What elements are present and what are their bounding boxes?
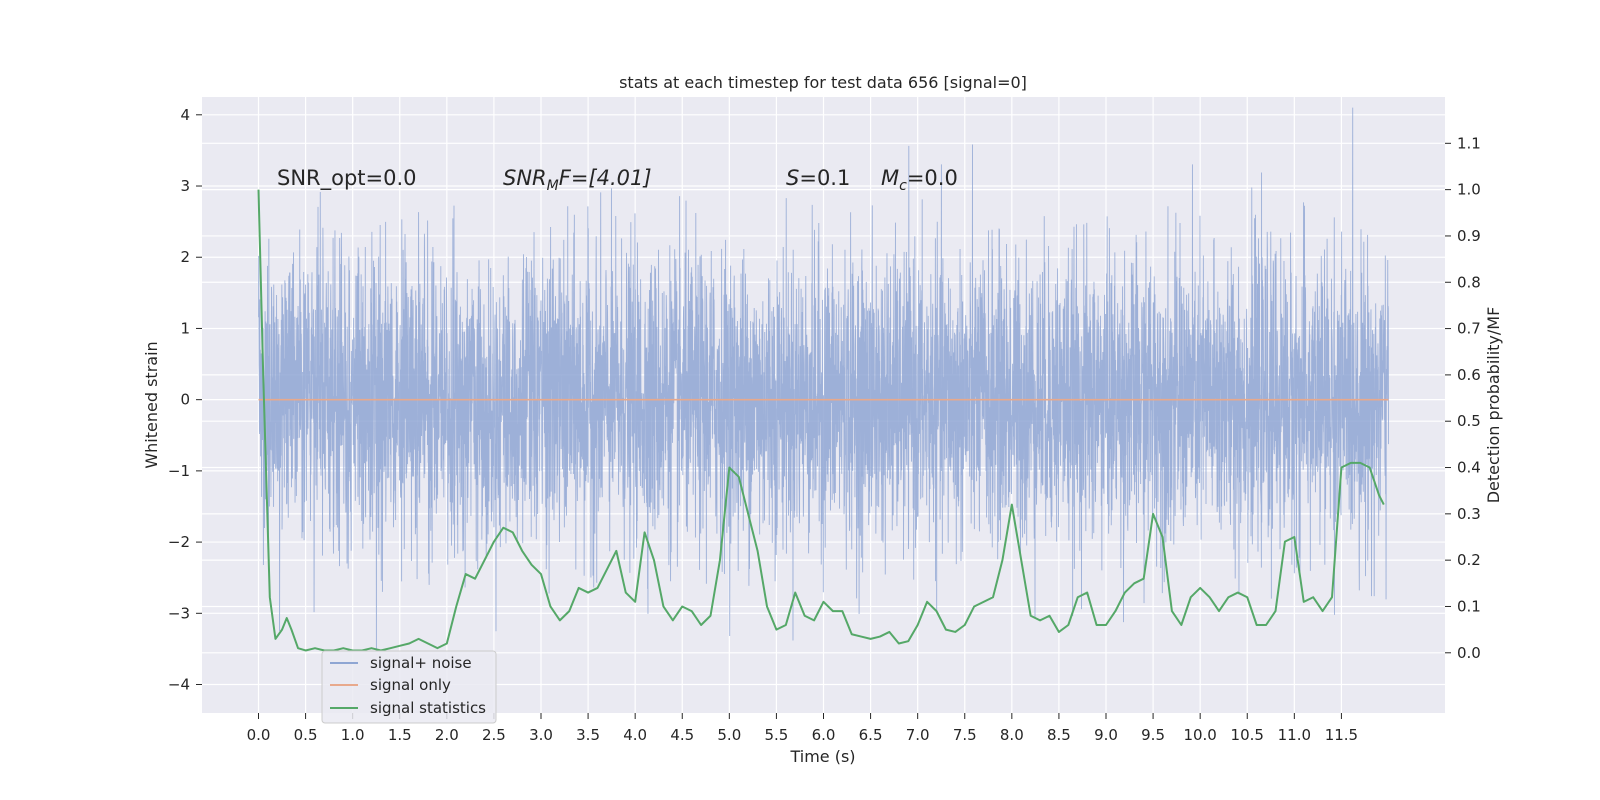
- snr-mf-subscript: M: [547, 178, 559, 194]
- x-tick-label: 9.5: [1141, 726, 1165, 744]
- y-tick-label: −1: [168, 462, 190, 480]
- y2-axis-ticks: 1.1 1.0 0.9 0.8 0.7 0.6 0.5 0.4 0.3 0.2 0.1 0.0: [1445, 134, 1481, 662]
- x-tick-label: 10.0: [1183, 726, 1216, 744]
- x-tick-label: 0.5: [294, 726, 318, 744]
- x-tick-label: 4.5: [670, 726, 694, 744]
- y2-axis-label: Detection probability/MF: [1484, 307, 1503, 504]
- x-tick-label: 7.5: [953, 726, 977, 744]
- x-tick-label: 2.0: [435, 726, 459, 744]
- x-tick-label: 4.0: [623, 726, 647, 744]
- y2-tick-label: 0.7: [1457, 320, 1481, 338]
- y2-tick-label: 0.9: [1457, 227, 1481, 245]
- mc-variable: M: [881, 166, 899, 190]
- y-tick-label: 3: [180, 177, 190, 195]
- y2-tick-label: 0.5: [1457, 412, 1481, 430]
- x-tick-label: 5.0: [717, 726, 741, 744]
- s-variable: S: [786, 166, 799, 190]
- annotation-snr-mf: SNRMF=[4.01]: [503, 166, 652, 194]
- x-tick-label: 6.0: [812, 726, 836, 744]
- y-tick-label: −4: [168, 676, 190, 694]
- y-tick-label: −2: [168, 533, 190, 551]
- x-tick-label: 5.5: [764, 726, 788, 744]
- y2-tick-label: 1.1: [1457, 134, 1481, 152]
- y2-tick-label: 0.2: [1457, 551, 1481, 569]
- x-tick-label: 11.0: [1278, 726, 1311, 744]
- mc-value: =0.0: [907, 166, 958, 190]
- signal-statistics-line: [257, 189, 1385, 652]
- legend-label-signal-statistics: signal statistics: [370, 699, 486, 717]
- snr-mf-main: SNR: [503, 166, 547, 190]
- y2-tick-label: 0.8: [1457, 273, 1481, 291]
- x-tick-label: 8.5: [1047, 726, 1071, 744]
- y-tick-label: 2: [180, 248, 190, 266]
- x-tick-label: 3.5: [576, 726, 600, 744]
- x-tick-label: 2.5: [482, 726, 506, 744]
- y-tick-label: −3: [168, 604, 190, 622]
- y2-tick-label: 0.4: [1457, 459, 1481, 477]
- legend-label-signal-only: signal only: [370, 676, 451, 694]
- y-tick-label: 0: [180, 391, 190, 409]
- x-tick-label: 11.5: [1325, 726, 1358, 744]
- x-tick-label: 1.0: [341, 726, 365, 744]
- annotation-s: S=0.1: [786, 166, 850, 190]
- y-tick-label: 1: [180, 319, 190, 337]
- x-axis-ticks: 0.0 0.5 1.0 1.5 2.0 2.5 3.0 3.5 4.0 4.5 5.0 5.5 6.0 6…: [247, 713, 1358, 744]
- x-tick-label: 8.0: [1000, 726, 1024, 744]
- x-tick-label: 3.0: [529, 726, 553, 744]
- y2-tick-label: 0.1: [1457, 597, 1481, 615]
- series-lines: [257, 189, 1389, 652]
- y2-tick-label: 0.6: [1457, 366, 1481, 384]
- s-value: =0.1: [799, 166, 850, 190]
- y-axis-label: Whitened strain: [142, 341, 161, 468]
- y2-tick-label: 0.0: [1457, 644, 1481, 662]
- y-tick-label: 4: [180, 106, 190, 124]
- annotation-mc: Mc=0.0: [881, 166, 958, 194]
- x-tick-label: 7.0: [906, 726, 930, 744]
- legend-box: [321, 650, 497, 724]
- annotation-snr-opt: SNR_opt=0.0: [277, 166, 417, 191]
- y2-tick-label: 0.3: [1457, 505, 1481, 523]
- x-axis-label: Time (s): [789, 747, 855, 766]
- y-axis-ticks: 4 3 2 1 0 −1 −2 −3 −4: [168, 106, 202, 694]
- snr-mf-value: F=[4.01]: [559, 166, 652, 190]
- x-tick-label: 10.5: [1231, 726, 1264, 744]
- x-tick-label: 1.5: [388, 726, 412, 744]
- x-tick-label: 0.0: [247, 726, 271, 744]
- mc-subscript: c: [899, 178, 907, 194]
- legend: signal+ noise signal only signal statist…: [321, 650, 497, 724]
- chart-title: stats at each timestep for test data 656…: [619, 73, 1027, 92]
- y2-tick-label: 1.0: [1457, 181, 1481, 199]
- legend-label-signal-noise: signal+ noise: [370, 654, 472, 672]
- x-tick-label: 9.0: [1094, 726, 1118, 744]
- x-tick-label: 6.5: [859, 726, 883, 744]
